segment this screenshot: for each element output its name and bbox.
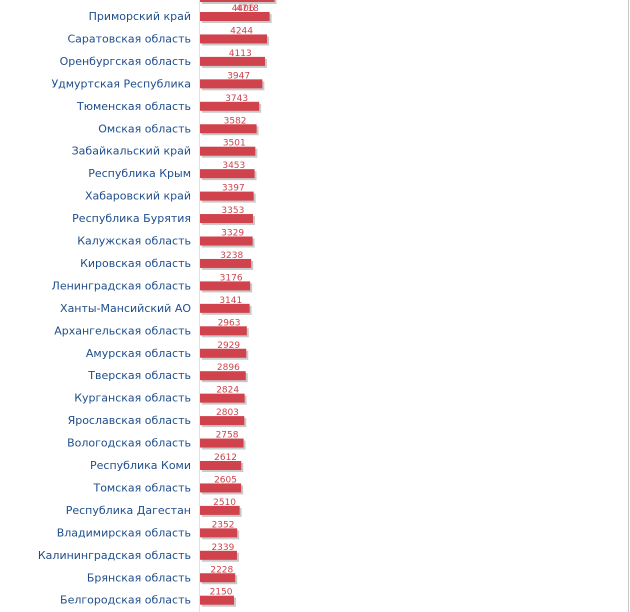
category-label: Оренбургская область — [60, 55, 191, 68]
category-label: Хабаровский край — [85, 190, 191, 203]
value-label: 4406 — [232, 4, 255, 14]
bar — [200, 124, 257, 134]
value-label: 3453 — [222, 161, 245, 171]
category-label: Забайкальский край — [72, 145, 191, 158]
bar — [200, 236, 253, 246]
value-label: 2352 — [212, 520, 235, 530]
value-label: 3743 — [225, 94, 248, 104]
value-label: 2824 — [216, 386, 239, 396]
category-label: Саратовская область — [67, 32, 191, 45]
bar — [200, 348, 247, 358]
bar — [200, 393, 245, 403]
value-label: 3501 — [223, 139, 246, 149]
category-label: Ханты-Мансийский АО — [60, 302, 191, 315]
category-label: Тюменская область — [76, 100, 191, 113]
category-label: Калужская область — [77, 235, 191, 248]
category-label: Курганская область — [74, 392, 191, 405]
bar — [200, 79, 263, 89]
value-label: 3329 — [221, 229, 244, 239]
bar — [200, 461, 242, 470]
category-label: Владимирская область — [57, 526, 191, 539]
value-label: 3947 — [227, 71, 250, 81]
bar — [200, 595, 234, 605]
bar — [200, 12, 270, 21]
category-label: Ленинградская область — [52, 279, 191, 292]
category-label: Республика Коми — [90, 459, 191, 472]
bar — [200, 146, 256, 156]
value-label: 3582 — [224, 116, 247, 126]
bar — [200, 0, 275, 2]
value-label: 2896 — [217, 363, 240, 373]
category-label: Амурская область — [86, 347, 191, 360]
value-label: 2150 — [210, 588, 233, 598]
value-label: 3397 — [222, 184, 245, 194]
category-label: Белгородская область — [60, 594, 191, 607]
value-label: 3238 — [220, 251, 243, 261]
value-label: 3353 — [221, 206, 244, 216]
bar — [200, 281, 251, 291]
value-label: 2758 — [216, 431, 239, 441]
category-label: Омская область — [98, 122, 191, 135]
bar — [200, 438, 244, 448]
value-label: 2605 — [214, 475, 237, 485]
bar — [200, 326, 247, 336]
bar — [200, 550, 237, 560]
category-label: Тверская область — [87, 369, 191, 382]
category-label: Республика Дагестан — [66, 504, 191, 517]
bar — [200, 483, 242, 493]
bar — [200, 258, 252, 268]
category-label: Республика Бурятия — [72, 212, 191, 225]
category-label: Ярославская область — [68, 414, 191, 427]
category-label: Архангельская область — [54, 324, 191, 337]
category-label: Приморский край — [89, 10, 191, 23]
value-label: 4113 — [229, 49, 252, 59]
category-label: Вологодская область — [67, 437, 191, 450]
value-label: 2339 — [211, 543, 234, 553]
category-label: Брянская область — [87, 571, 191, 584]
value-label: 2929 — [217, 341, 240, 351]
bar — [200, 505, 240, 515]
value-label: 2963 — [218, 318, 241, 328]
value-label: 4244 — [230, 26, 253, 36]
category-label: Кировская область — [80, 257, 191, 270]
bar — [200, 573, 236, 583]
bar — [200, 528, 238, 538]
value-label: 2803 — [216, 408, 239, 418]
bar — [200, 56, 265, 66]
bar — [200, 169, 255, 179]
bar — [200, 214, 253, 224]
value-label: 4718 — [236, 4, 259, 14]
bar — [200, 34, 268, 44]
bar — [200, 101, 260, 111]
category-label: Республика Крым — [88, 167, 191, 180]
value-label: 2228 — [210, 565, 233, 575]
value-label: 2510 — [213, 498, 236, 508]
value-label: 2612 — [214, 453, 237, 463]
value-label: 3141 — [219, 296, 242, 306]
category-label: Томская область — [92, 481, 191, 494]
category-label: Калининградская область — [38, 549, 191, 562]
bar — [200, 371, 246, 381]
category-label: Удмуртская Республика — [51, 77, 191, 90]
bar — [200, 416, 245, 426]
bar — [200, 303, 250, 313]
bar — [200, 191, 254, 201]
value-label: 3176 — [220, 273, 243, 283]
